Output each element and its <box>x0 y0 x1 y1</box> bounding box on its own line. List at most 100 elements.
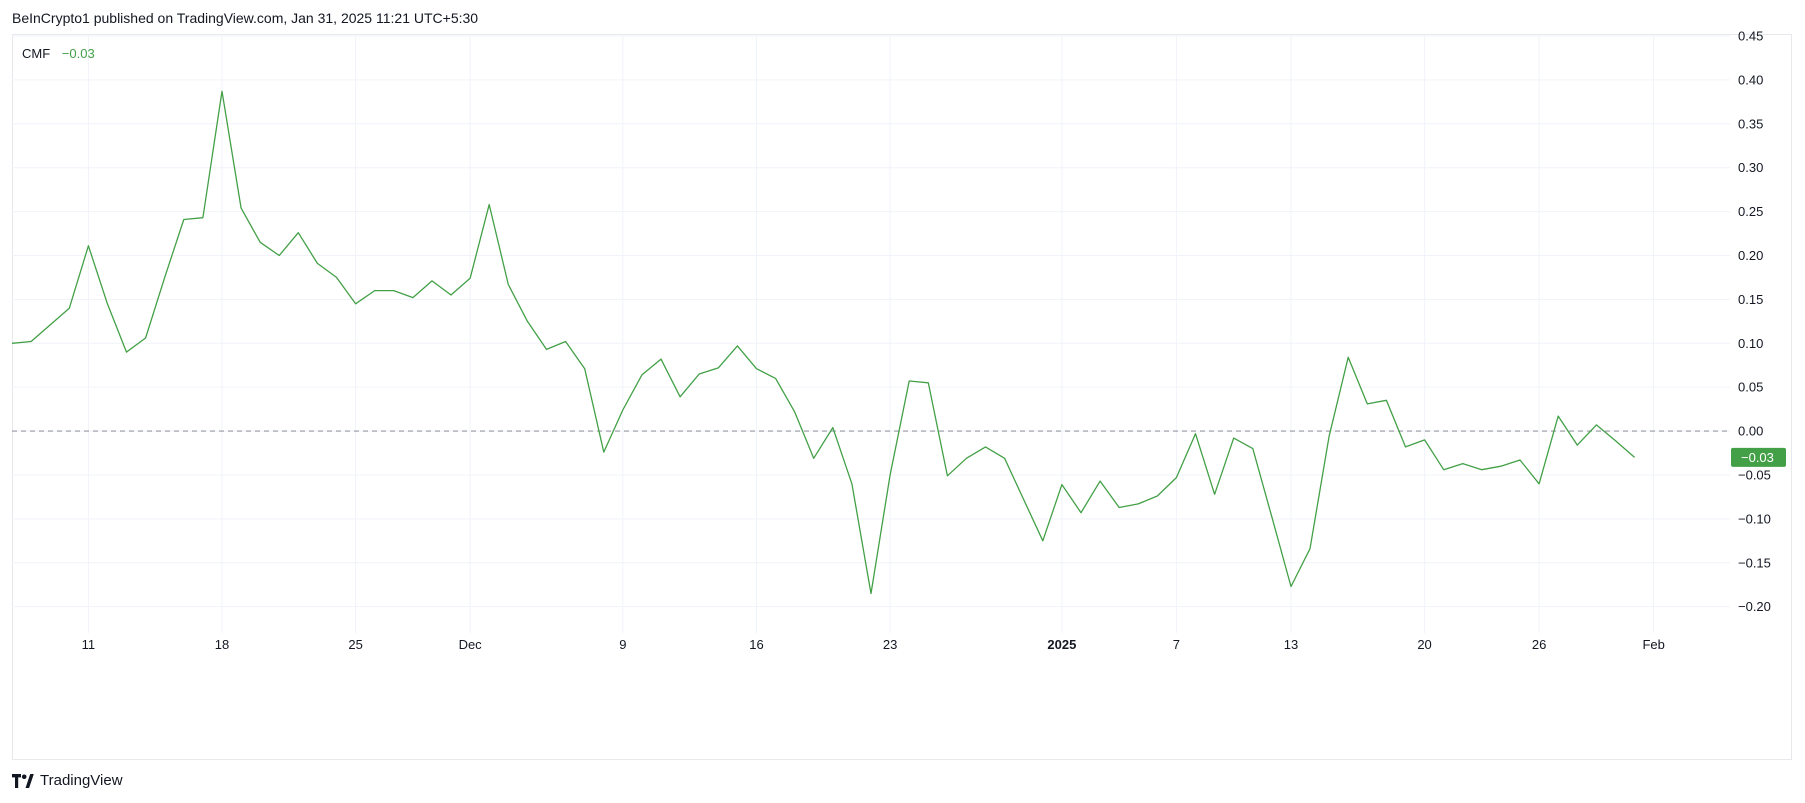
data-point[interactable] <box>1099 480 1102 483</box>
data-point[interactable] <box>1499 465 1502 468</box>
data-point[interactable] <box>106 302 109 305</box>
data-point[interactable] <box>602 451 605 454</box>
data-point[interactable] <box>927 381 930 384</box>
data-point[interactable] <box>1614 439 1617 442</box>
data-point[interactable] <box>1079 511 1082 514</box>
last-value-badge-text: −0.03 <box>1741 450 1774 465</box>
y-axis: 0.45 0.40 0.35 0.30 0.25 0.20 0.15 0.10 0.05 0.00… <box>1738 29 1771 615</box>
data-point[interactable] <box>679 395 682 398</box>
data-point[interactable] <box>1519 459 1522 462</box>
tradingview-logo-icon <box>12 773 34 788</box>
data-point[interactable] <box>946 474 949 477</box>
data-point[interactable] <box>507 283 510 286</box>
x-tick-label: 16 <box>749 637 763 652</box>
data-point[interactable] <box>1118 506 1121 509</box>
data-point[interactable] <box>1003 457 1006 460</box>
indicator-name: CMF <box>22 46 51 61</box>
data-point[interactable] <box>144 337 147 340</box>
data-point[interactable] <box>1633 456 1636 459</box>
data-point[interactable] <box>1194 432 1197 435</box>
data-point[interactable] <box>1366 402 1369 405</box>
footer-brand[interactable]: TradingView <box>40 772 123 789</box>
data-point[interactable] <box>163 276 166 279</box>
data-point[interactable] <box>870 592 873 595</box>
data-point[interactable] <box>182 218 185 221</box>
data-point[interactable] <box>1232 437 1235 440</box>
data-point[interactable] <box>545 348 548 351</box>
data-point[interactable] <box>621 409 624 412</box>
data-point[interactable] <box>335 276 338 279</box>
data-point[interactable] <box>660 358 663 361</box>
data-point[interactable] <box>889 473 892 476</box>
data-point[interactable] <box>259 241 262 244</box>
data-point[interactable] <box>1480 468 1483 471</box>
data-point[interactable] <box>774 377 777 380</box>
indicator-legend: CMF −0.03 <box>22 46 95 61</box>
data-point[interactable] <box>812 457 815 460</box>
x-tick-label: 11 <box>82 637 96 652</box>
data-point[interactable] <box>1137 502 1140 505</box>
data-point[interactable] <box>30 340 33 343</box>
data-point[interactable] <box>1213 493 1216 496</box>
data-point[interactable] <box>392 289 395 292</box>
x-tick-label: 2025 <box>1047 637 1076 652</box>
data-point[interactable] <box>1156 495 1159 498</box>
data-point[interactable] <box>984 445 987 448</box>
data-point[interactable] <box>297 231 300 234</box>
data-point[interactable] <box>1289 585 1292 588</box>
data-point[interactable] <box>11 342 14 345</box>
data-point[interactable] <box>1442 468 1445 471</box>
data-point[interactable] <box>640 373 643 376</box>
data-point[interactable] <box>1461 462 1464 465</box>
data-point[interactable] <box>1251 447 1254 450</box>
data-point[interactable] <box>450 293 453 296</box>
data-point[interactable] <box>411 296 414 299</box>
data-point[interactable] <box>316 262 319 265</box>
data-point[interactable] <box>1423 438 1426 441</box>
data-point[interactable] <box>965 457 968 460</box>
data-point[interactable] <box>87 244 90 247</box>
y-tick-label: 0.00 <box>1738 424 1763 439</box>
data-point[interactable] <box>1022 498 1025 501</box>
data-point[interactable] <box>583 367 586 370</box>
data-point[interactable] <box>850 482 853 485</box>
data-point[interactable] <box>469 277 472 280</box>
data-point[interactable] <box>373 289 376 292</box>
data-point[interactable] <box>201 216 204 219</box>
data-point[interactable] <box>1041 539 1044 542</box>
data-point[interactable] <box>1270 516 1273 519</box>
data-point[interactable] <box>240 207 243 210</box>
y-tick-label: −0.05 <box>1738 467 1771 482</box>
data-point[interactable] <box>1060 483 1063 486</box>
data-point[interactable] <box>354 302 357 305</box>
data-point[interactable] <box>698 373 701 376</box>
data-point[interactable] <box>1576 444 1579 447</box>
data-point[interactable] <box>908 380 911 383</box>
data-point[interactable] <box>68 307 71 310</box>
data-point[interactable] <box>278 254 281 257</box>
data-point[interactable] <box>220 90 223 93</box>
data-point[interactable] <box>1175 476 1178 479</box>
data-point[interactable] <box>831 426 834 429</box>
data-point[interactable] <box>1557 415 1560 418</box>
data-point[interactable] <box>736 344 739 347</box>
data-point[interactable] <box>1309 547 1312 550</box>
last-value-badge: −0.03 <box>1731 447 1786 467</box>
data-point[interactable] <box>125 351 128 354</box>
data-point[interactable] <box>793 410 796 413</box>
data-point[interactable] <box>1385 399 1388 402</box>
data-point[interactable] <box>1328 435 1331 438</box>
data-point[interactable] <box>564 340 567 343</box>
data-point[interactable] <box>1595 423 1598 426</box>
series-line[interactable] <box>11 90 1636 595</box>
data-point[interactable] <box>488 203 491 206</box>
data-point[interactable] <box>526 320 529 323</box>
data-point[interactable] <box>430 279 433 282</box>
grid <box>12 35 1730 633</box>
data-point[interactable] <box>755 367 758 370</box>
data-point[interactable] <box>1404 445 1407 448</box>
data-point[interactable] <box>717 366 720 369</box>
data-point[interactable] <box>1538 482 1541 485</box>
data-point[interactable] <box>1347 356 1350 359</box>
